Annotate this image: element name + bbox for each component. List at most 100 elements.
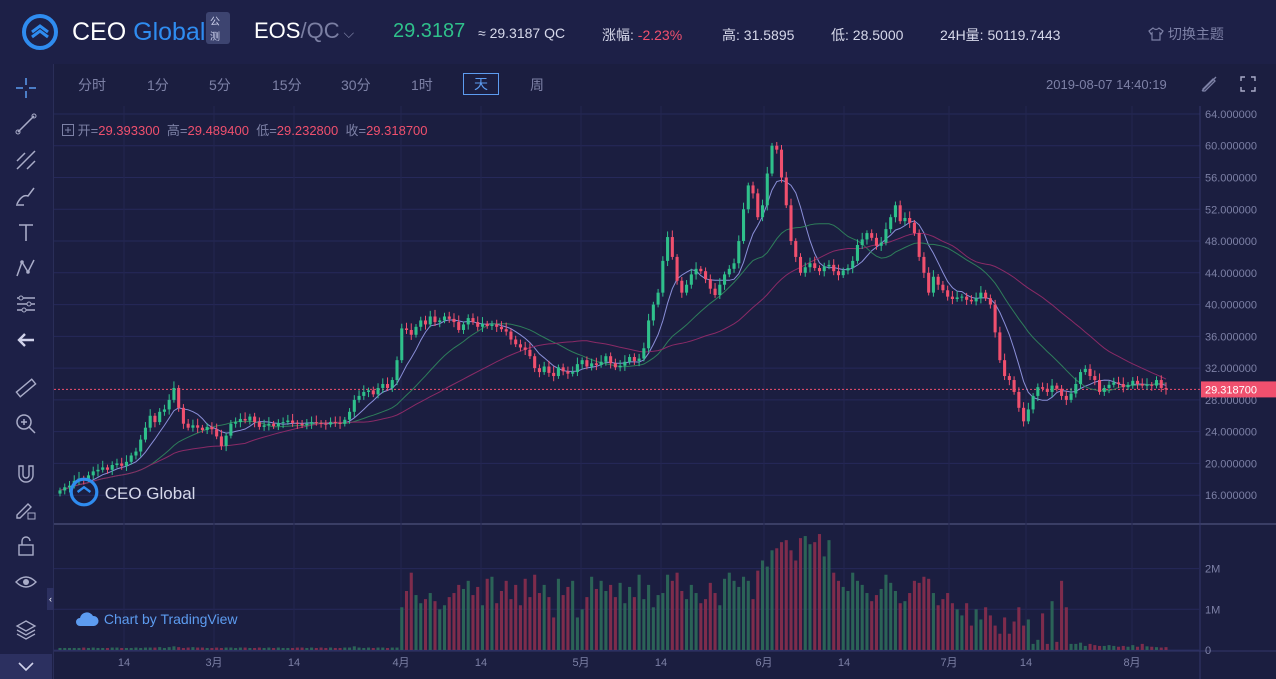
- low-label: 低:: [831, 27, 849, 43]
- volume-bar: [371, 647, 375, 650]
- candle-body: [1036, 387, 1040, 396]
- candle-body: [348, 411, 352, 420]
- collapse-toolbar-button[interactable]: ‹: [47, 588, 54, 610]
- candle-body: [751, 185, 755, 194]
- volume-bar: [756, 570, 760, 650]
- volume-bar: [1088, 643, 1092, 650]
- timeframe-1m[interactable]: 1分: [147, 77, 169, 93]
- time-tick-label: 5月: [572, 657, 589, 669]
- low-value: 28.5000: [852, 27, 904, 43]
- ceo-global-logo[interactable]: CEO Global 公测: [20, 12, 230, 52]
- candle-body: [490, 324, 494, 327]
- volume-bar: [376, 647, 380, 650]
- back-tool[interactable]: [14, 328, 38, 352]
- candle-body: [860, 239, 864, 245]
- candle-body: [300, 423, 304, 426]
- timeframe-toolbar: 分时 1分 5分 15分 30分 1时 天 周 2019-08-07 14:40…: [54, 64, 1276, 106]
- more-tools-button[interactable]: [0, 654, 52, 679]
- timeframe-1d[interactable]: 天: [463, 73, 499, 95]
- text-tool[interactable]: [14, 220, 38, 244]
- visibility-tool[interactable]: [14, 570, 38, 594]
- ceo-logo-icon: [22, 14, 58, 50]
- candle-body: [590, 363, 594, 367]
- volume-bar: [571, 580, 575, 650]
- candle-body: [438, 320, 442, 323]
- fullscreen-icon[interactable]: [1239, 75, 1257, 93]
- candle-body: [946, 290, 950, 297]
- candle-body: [1140, 384, 1144, 386]
- timeframe-1w[interactable]: 周: [530, 77, 544, 93]
- fib-tool[interactable]: [14, 148, 38, 172]
- candle-body: [1135, 380, 1140, 384]
- timeframe-5m[interactable]: 5分: [209, 77, 231, 93]
- candle-body: [950, 296, 954, 300]
- candle-body: [974, 298, 978, 302]
- measure-tool[interactable]: [14, 376, 38, 400]
- candle-body: [262, 425, 266, 427]
- high-stat: 高: 31.5895: [722, 25, 794, 45]
- candle-body: [922, 256, 926, 273]
- candle-body: [1022, 407, 1026, 422]
- candle-body: [1088, 368, 1092, 377]
- candle-body: [238, 418, 242, 423]
- pair-selector[interactable]: EOS/QC ⌵: [254, 18, 354, 44]
- candle-body: [480, 323, 485, 327]
- candle-body: [618, 365, 622, 368]
- pattern-tool[interactable]: [14, 256, 38, 280]
- volume-bar: [784, 540, 788, 650]
- volume-bar: [889, 582, 893, 650]
- zoom-tool[interactable]: [14, 412, 38, 436]
- price-tick-label: 52.000000: [1205, 204, 1257, 216]
- tradingview-attribution[interactable]: Chart by TradingView: [74, 610, 237, 628]
- volume-bar: [514, 584, 518, 650]
- moving-average-line: [59, 223, 1167, 491]
- magnet-tool[interactable]: [14, 462, 38, 486]
- volume-bar: [998, 633, 1002, 650]
- pair-quote: /QC: [300, 18, 340, 43]
- candle-body: [931, 276, 935, 293]
- volume-bar: [314, 647, 318, 650]
- volume-bar: [670, 580, 674, 650]
- timeframe-realtime[interactable]: 分时: [78, 77, 106, 93]
- candle-body: [993, 304, 997, 333]
- candle-body: [457, 322, 461, 330]
- hide-drawings-icon[interactable]: [1200, 75, 1218, 93]
- unlock-tool[interactable]: [14, 534, 38, 558]
- chevron-down-icon: ⌵: [339, 25, 355, 41]
- crosshair-tool[interactable]: [14, 76, 38, 100]
- timeframe-30m[interactable]: 30分: [341, 77, 371, 93]
- volume-bar: [1145, 646, 1149, 650]
- price-chart[interactable]: 64.000000 60.000000 56.000000 52.000000 48.0…: [54, 106, 1276, 679]
- volume-bar: [390, 647, 394, 650]
- volume-bar: [243, 647, 247, 650]
- candle-body: [442, 316, 447, 321]
- switch-theme-button[interactable]: 切换主题: [1148, 24, 1224, 44]
- candle-body: [556, 367, 560, 377]
- layers-tool[interactable]: [14, 618, 38, 642]
- brush-tool[interactable]: [14, 184, 38, 208]
- volume-bar: [675, 572, 679, 650]
- lock-drawings-tool[interactable]: [14, 498, 38, 522]
- candle-body: [542, 366, 546, 373]
- prediction-tool[interactable]: [14, 292, 38, 316]
- volume-bar: [262, 647, 266, 650]
- volume-bar: [969, 625, 973, 650]
- volume-bar: [855, 580, 860, 650]
- volume-bar: [803, 536, 807, 650]
- candle-body: [903, 217, 907, 222]
- volume-bar: [72, 647, 76, 650]
- volume-bar: [870, 601, 874, 650]
- expand-legend-icon[interactable]: [62, 124, 74, 136]
- trend-line-tool[interactable]: [14, 112, 38, 136]
- timeframe-1h[interactable]: 1时: [411, 77, 433, 93]
- candle-body: [352, 399, 356, 412]
- time-tick-label: 7月: [940, 657, 957, 669]
- volume-bar: [495, 603, 499, 650]
- high-label: 高=: [166, 123, 188, 138]
- timeframe-15m[interactable]: 15分: [272, 77, 302, 93]
- volume-bar: [200, 647, 204, 650]
- trend-line-icon: [15, 113, 37, 135]
- volume-bar: [1154, 647, 1159, 650]
- time-tick-label: 14: [1020, 657, 1032, 669]
- volume-bar: [537, 593, 541, 650]
